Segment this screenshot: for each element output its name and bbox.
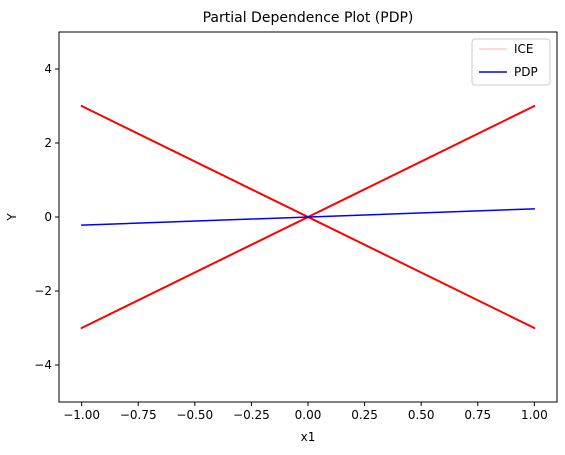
y-tick-label: −4 [34,358,52,372]
y-tick-label: 2 [44,136,52,150]
legend: ICE PDP [471,38,551,86]
x-tick-label: 0.00 [295,408,322,422]
plot-frame [58,31,558,403]
y-tick-label: −2 [34,284,52,298]
legend-box [471,38,551,86]
x-tick-label: 1.00 [521,408,548,422]
y-ticks: −4 −2 0 2 4 [34,62,59,372]
legend-ice-label: ICE [514,42,534,56]
y-tick-label: 4 [44,62,52,76]
x-tick-label: 0.75 [464,408,491,422]
x-tick-label: 0.25 [351,408,378,422]
x-axis-label: x1 [301,430,316,444]
x-tick-label: −0.75 [120,408,157,422]
x-tick-label: −1.00 [63,408,100,422]
y-axis-label: Y [5,213,19,222]
x-tick-label: −0.25 [233,408,270,422]
series-layer [80,105,536,329]
chart-title: Partial Dependence Plot (PDP) [203,10,414,26]
x-ticks: −1.00 −0.75 −0.50 −0.25 0.00 0.25 0.50 0.75 1.00 [63,402,548,422]
x-tick-label: 0.50 [408,408,435,422]
legend-pdp-label: PDP [514,65,538,79]
pdp-line-0 [80,208,536,226]
y-tick-label: 0 [44,210,52,224]
x-tick-label: −0.50 [176,408,213,422]
